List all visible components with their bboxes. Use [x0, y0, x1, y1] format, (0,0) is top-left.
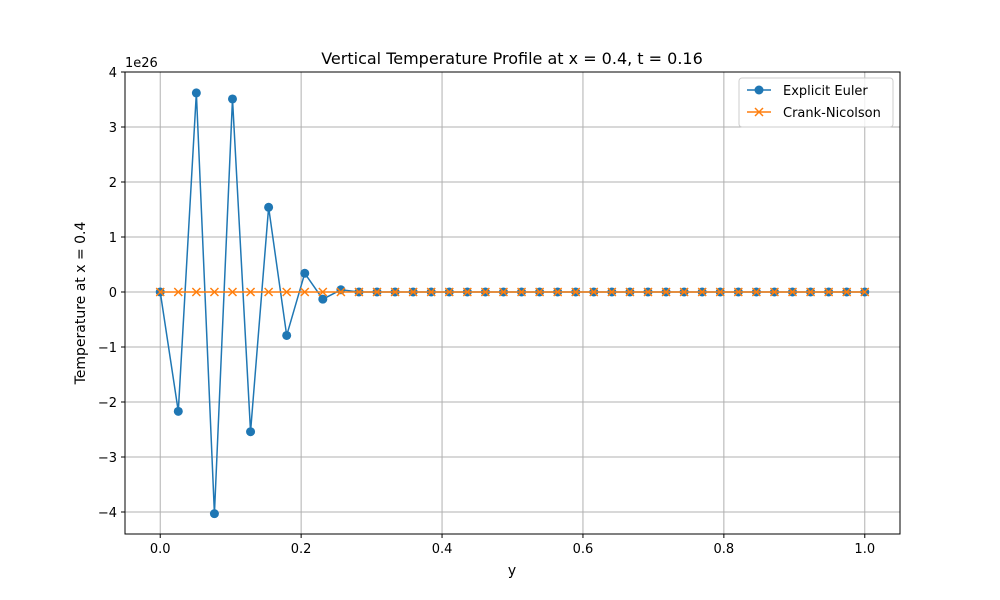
- ticks: 0.0 0.2 0.4 0.6 0.8 1.0 −4 −3 −2 −1 0 1 2 3 4: [98, 66, 875, 557]
- y-tick-label: −2: [98, 396, 117, 411]
- data-point-explicit-euler: [318, 294, 328, 304]
- series-crank-nicolson: [155, 287, 870, 297]
- data-point-explicit-euler: [282, 330, 292, 340]
- y-tick-label: 0: [109, 286, 117, 301]
- y-tick-label: −1: [98, 341, 117, 356]
- x-tick-label: 0.4: [432, 542, 453, 557]
- x-axis-label: y: [508, 563, 516, 579]
- data-point-explicit-euler: [191, 88, 201, 98]
- data-point-crank-nicolson: [733, 287, 743, 297]
- data-point-explicit-euler: [300, 268, 310, 278]
- data-point-crank-nicolson: [246, 287, 256, 297]
- data-point-crank-nicolson: [625, 287, 635, 297]
- y-offset-label: 1e26: [125, 56, 158, 71]
- data-point-crank-nicolson: [517, 287, 527, 297]
- data-point-crank-nicolson: [462, 287, 472, 297]
- data-point-crank-nicolson: [264, 287, 274, 297]
- data-point-crank-nicolson: [715, 287, 725, 297]
- data-point-crank-nicolson: [354, 287, 364, 297]
- x-tick-label: 0.6: [573, 542, 594, 557]
- x-tick-label: 0.2: [291, 542, 312, 557]
- y-tick-label: −4: [98, 506, 117, 521]
- chart-title: Vertical Temperature Profile at x = 0.4,…: [321, 49, 703, 68]
- data-point-crank-nicolson: [444, 287, 454, 297]
- data-point-crank-nicolson: [589, 287, 599, 297]
- data-point-crank-nicolson: [607, 287, 617, 297]
- data-point-crank-nicolson: [282, 287, 292, 297]
- x-tick-label: 0.0: [150, 542, 171, 557]
- data-point-crank-nicolson: [842, 287, 852, 297]
- data-point-crank-nicolson: [824, 287, 834, 297]
- data-point-explicit-euler: [264, 202, 274, 212]
- data-point-crank-nicolson: [300, 287, 310, 297]
- legend-box: [738, 77, 894, 128]
- data-point-crank-nicolson: [372, 287, 382, 297]
- data-point-explicit-euler: [209, 509, 219, 519]
- y-tick-label: −3: [98, 451, 117, 466]
- data-point-crank-nicolson: [679, 287, 689, 297]
- data-point-crank-nicolson: [318, 287, 328, 297]
- legend: Explicit Euler Crank-Nicolson: [738, 77, 894, 128]
- data-point-crank-nicolson: [643, 287, 653, 297]
- data-point-explicit-euler: [173, 406, 183, 416]
- data-point-crank-nicolson: [571, 287, 581, 297]
- data-point-crank-nicolson: [390, 287, 400, 297]
- data-point-crank-nicolson: [336, 287, 346, 297]
- data-point-crank-nicolson: [553, 287, 563, 297]
- data-point-explicit-euler: [227, 94, 237, 104]
- data-point-crank-nicolson: [173, 287, 183, 297]
- data-point-crank-nicolson: [769, 287, 779, 297]
- plot-frame: [124, 71, 901, 535]
- y-tick-label: 4: [109, 66, 117, 81]
- data-point-crank-nicolson: [860, 287, 870, 297]
- data-point-crank-nicolson: [480, 287, 490, 297]
- y-axis-label: Temperature at x = 0.4: [73, 221, 89, 385]
- data-point-crank-nicolson: [191, 287, 201, 297]
- data-point-crank-nicolson: [535, 287, 545, 297]
- y-tick-label: 2: [109, 176, 117, 191]
- legend-label-explicit-euler: Explicit Euler: [783, 84, 868, 99]
- data-point-crank-nicolson: [697, 287, 707, 297]
- data-point-crank-nicolson: [408, 287, 418, 297]
- data-point-crank-nicolson: [751, 287, 761, 297]
- legend-marker-explicit-euler: [754, 85, 764, 95]
- data-point-explicit-euler: [246, 427, 256, 437]
- legend-label-crank-nicolson: Crank-Nicolson: [783, 106, 881, 121]
- data-point-crank-nicolson: [426, 287, 436, 297]
- data-point-crank-nicolson: [661, 287, 671, 297]
- data-point-crank-nicolson: [498, 287, 508, 297]
- x-tick-label: 0.8: [714, 542, 735, 557]
- y-tick-label: 3: [109, 121, 117, 136]
- data-point-crank-nicolson: [155, 287, 165, 297]
- y-tick-label: 1: [109, 231, 117, 246]
- data-point-crank-nicolson: [787, 287, 798, 297]
- legend-marker-crank-nicolson: [754, 107, 764, 117]
- data-point-crank-nicolson: [227, 287, 238, 297]
- series-layer: [155, 88, 870, 519]
- x-tick-label: 1.0: [854, 542, 875, 557]
- data-point-crank-nicolson: [209, 287, 219, 297]
- data-point-crank-nicolson: [806, 287, 816, 297]
